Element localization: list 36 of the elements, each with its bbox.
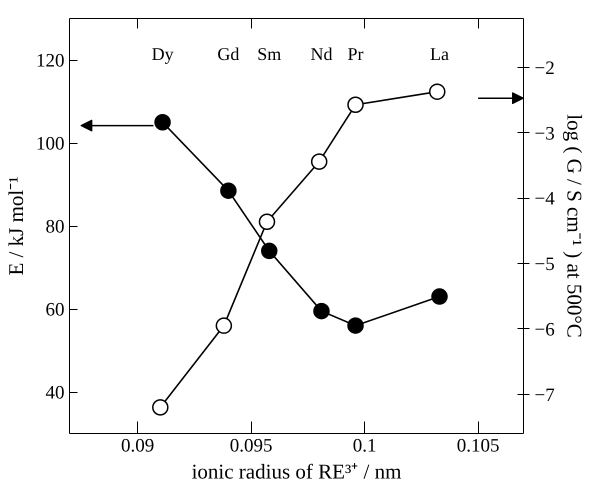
annotation: Pr — [348, 44, 364, 64]
point — [154, 114, 171, 130]
y-axis-title: E / kJ mol⁻¹ — [4, 176, 28, 276]
y2-tick-label: −4 — [534, 188, 556, 210]
y2-tick-label: −7 — [534, 384, 555, 406]
y-tick-label: 40 — [46, 382, 64, 404]
point — [258, 214, 276, 230]
point — [428, 83, 446, 100]
y2-axis-title: log ( G / S cm⁻¹ ) at 500°C — [562, 114, 587, 338]
y-tick-label: 80 — [46, 216, 64, 238]
x-tick-label: 0.09 — [120, 436, 154, 456]
x-tick-label: 0.105 — [456, 436, 500, 456]
point — [220, 182, 237, 199]
point — [310, 153, 328, 170]
annotation: Sm — [257, 44, 282, 64]
annotation: Nd — [310, 44, 332, 64]
point — [313, 302, 330, 320]
y2-tick-label: −5 — [534, 254, 555, 276]
y-tick-label: 100 — [36, 134, 64, 154]
point — [431, 288, 448, 305]
y2-tick-label: −3 — [534, 123, 555, 144]
y2-tick-label: −2 — [534, 58, 555, 80]
x-tick-label: 0.1 — [352, 436, 376, 456]
annotation: La — [430, 44, 450, 64]
x-axis-title: ionic radius of RE³⁺ / nm — [192, 460, 402, 484]
y-tick-label: 60 — [46, 300, 64, 320]
x-tick-label: 0.095 — [230, 436, 272, 456]
point — [347, 317, 364, 334]
point — [347, 96, 364, 114]
annotation: Gd — [217, 44, 240, 64]
annotation: Dy — [152, 44, 174, 64]
point — [216, 317, 232, 334]
y-tick-label: 120 — [36, 50, 64, 72]
point — [152, 399, 169, 416]
y2-tick-label: −6 — [534, 319, 555, 340]
point — [261, 242, 278, 260]
